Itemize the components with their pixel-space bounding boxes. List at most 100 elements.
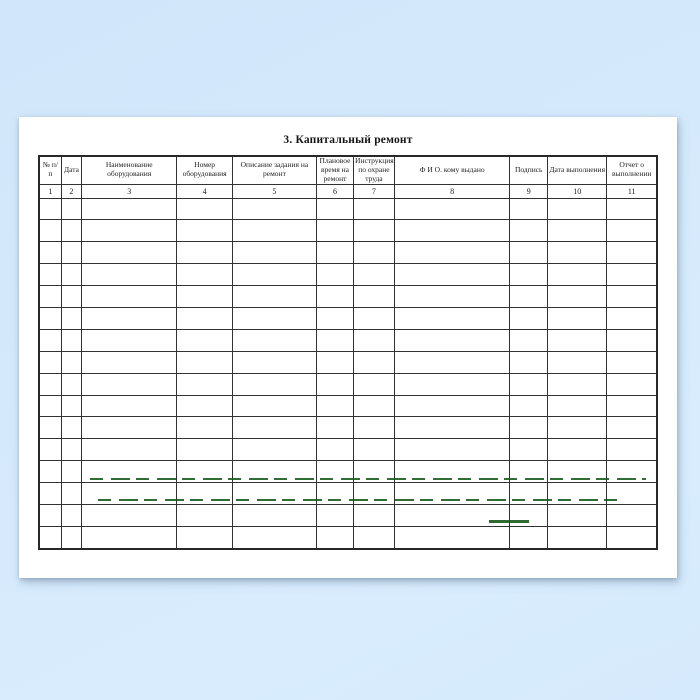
table-cell-empty [81, 328, 178, 352]
table-cell-empty [38, 416, 62, 440]
table-cell-empty [38, 438, 62, 462]
table-cell-empty [81, 197, 178, 221]
table-cell-empty [60, 197, 83, 221]
table-cell-empty [547, 482, 608, 505]
table-cell-empty [38, 219, 62, 243]
table-cell-empty [38, 263, 62, 287]
table-cell-empty [606, 460, 658, 484]
table-cell-empty [353, 306, 395, 330]
table-cell-empty [606, 416, 658, 440]
table-cell-empty [393, 241, 511, 265]
table-row [38, 438, 658, 462]
table-cell-empty [81, 306, 178, 330]
table-cell-empty [509, 372, 549, 396]
table-cell-empty [38, 197, 62, 221]
table-row [38, 525, 658, 550]
table-cell-empty [393, 372, 511, 396]
table-cell-empty [81, 504, 178, 527]
column-header-5: Описание задания на ремонт [231, 155, 317, 185]
table-cell-empty [547, 285, 608, 308]
table-cell-empty [315, 460, 355, 484]
table-cell-empty [315, 263, 355, 287]
table-cell-empty [353, 525, 395, 550]
table-cell-empty [509, 197, 549, 221]
table-row [38, 460, 658, 484]
table-cell-empty [315, 394, 355, 418]
table-cell-empty [509, 241, 549, 265]
column-header-9: Подпись [509, 155, 549, 185]
table-cell-empty [509, 525, 549, 550]
column-number-row: 1 2 3 4 5 6 7 8 9 10 11 [38, 183, 658, 199]
table-cell-empty [38, 241, 62, 265]
table-cell-empty [81, 241, 178, 265]
table-cell-empty [353, 285, 395, 308]
column-header-2: Дата [60, 155, 83, 185]
table-cell-empty [60, 263, 83, 287]
table-cell-empty [231, 482, 317, 505]
table-cell-empty [393, 328, 511, 352]
table-cell-empty [315, 416, 355, 440]
table-cell-empty [60, 482, 83, 505]
table-cell-empty [81, 438, 178, 462]
table-cell-empty [176, 460, 233, 484]
table-cell-empty [176, 438, 233, 462]
table-cell-empty [315, 219, 355, 243]
table-cell-empty [606, 219, 658, 243]
table-cell-empty [231, 306, 317, 330]
table-cell-empty [547, 438, 608, 462]
table-cell-empty [60, 438, 83, 462]
table-cell-empty [231, 285, 317, 308]
table-cell-empty [38, 350, 62, 374]
table-row [38, 306, 658, 330]
table-cell-empty [547, 197, 608, 221]
table-cell-empty [353, 460, 395, 484]
table-cell-empty [60, 416, 83, 440]
table-cell-empty [38, 394, 62, 418]
table-cell-empty [353, 504, 395, 527]
capital-repair-log-table: № п/п Дата Наименование оборудования Номер … [38, 155, 658, 550]
table-cell-empty [606, 504, 658, 527]
table-cell-empty [606, 306, 658, 330]
table-cell-empty [606, 285, 658, 308]
table-cell-empty [393, 438, 511, 462]
column-header-7: Инструкция по охране труда [353, 155, 395, 185]
table-cell-empty [231, 460, 317, 484]
table-cell-empty [509, 263, 549, 287]
table-cell-empty [176, 328, 233, 352]
table-cell-empty [353, 394, 395, 418]
table-cell-empty [353, 416, 395, 440]
table-cell-empty [60, 328, 83, 352]
table-cell-empty [606, 525, 658, 550]
table-cell-empty [176, 285, 233, 308]
table-cell-empty [606, 372, 658, 396]
table-cell-empty [38, 525, 62, 550]
table-cell-empty [393, 416, 511, 440]
table-cell-empty [393, 219, 511, 243]
table-cell-empty [353, 372, 395, 396]
table-cell-empty [315, 438, 355, 462]
table-cell-empty [60, 219, 83, 243]
table-cell-empty [393, 482, 511, 505]
table-cell-empty [315, 350, 355, 374]
column-number-10: 10 [547, 183, 608, 199]
table-cell-empty [353, 350, 395, 374]
table-cell-empty [60, 372, 83, 396]
table-cell-empty [353, 438, 395, 462]
table-cell-empty [393, 306, 511, 330]
column-number-2: 2 [60, 183, 83, 199]
table-cell-empty [547, 394, 608, 418]
table-cell-empty [60, 394, 83, 418]
table-cell-empty [231, 219, 317, 243]
column-header-6: Плановое время на ремонт [315, 155, 355, 185]
table-cell-empty [176, 350, 233, 374]
table-cell-empty [393, 460, 511, 484]
table-cell-empty [315, 197, 355, 221]
table-cell-empty [231, 328, 317, 352]
table-cell-empty [176, 241, 233, 265]
table-row [38, 241, 658, 265]
table-cell-empty [547, 306, 608, 330]
column-header-4: Номер оборудования [176, 155, 233, 185]
table-cell-empty [547, 372, 608, 396]
table-cell-empty [231, 350, 317, 374]
